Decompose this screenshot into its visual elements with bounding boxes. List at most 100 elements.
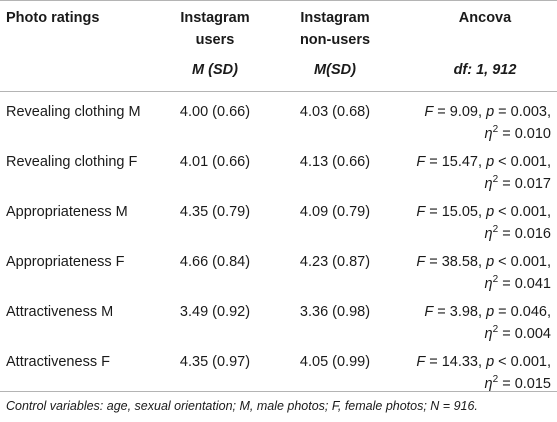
ancova-f-p: F = 9.09, p = 0.003, xyxy=(400,101,551,123)
p-operator: = xyxy=(498,104,507,120)
ancova-f-p: F = 38.58, p < 0.001, xyxy=(400,251,551,273)
p-value: 0.001 xyxy=(510,154,547,170)
header-photo-ratings: Photo ratings xyxy=(6,10,100,26)
eta-squared-exponent: 2 xyxy=(492,124,499,136)
comma-symbol: , xyxy=(478,204,483,220)
header-users-sub: M (SD) xyxy=(192,62,238,78)
p-value: 0.001 xyxy=(510,254,547,270)
header-instagram-users: Instagram users xyxy=(155,7,275,51)
nonusers-value: 4.23 (0.87) xyxy=(299,254,371,270)
row-label: Attractiveness M xyxy=(6,304,114,320)
bottom-rule xyxy=(0,391,557,392)
table-footnote: Control variables: age, sexual orientati… xyxy=(6,399,478,413)
eta-squared-exponent: 2 xyxy=(492,274,499,286)
ancova-eta: η2 = 0.041 xyxy=(400,273,551,295)
p-value: 0.001 xyxy=(510,204,547,220)
eta-symbol: η xyxy=(484,326,493,342)
p-value: 0.001 xyxy=(510,354,547,370)
nonusers-value: 4.05 (0.99) xyxy=(299,354,371,370)
ancova-eta: η2 = 0.016 xyxy=(400,223,551,245)
comma-symbol: , xyxy=(478,354,483,370)
ancova-stat: F = 38.58, p < 0.001, η2 = 0.041 xyxy=(400,251,551,295)
ancova-f-p: F = 15.47, p < 0.001, xyxy=(400,151,551,173)
equals-symbol: = xyxy=(502,376,511,392)
row-label: Appropriateness F xyxy=(6,254,125,270)
row-label: Revealing clothing M xyxy=(6,104,141,120)
eta-symbol: η xyxy=(484,376,493,392)
eta-value: 0.004 xyxy=(514,326,551,342)
comma-symbol: , xyxy=(546,354,551,370)
nonusers-value: 4.09 (0.79) xyxy=(299,204,371,220)
row-label: Appropriateness M xyxy=(6,204,128,220)
eta-symbol: η xyxy=(484,176,493,192)
header-ancova: Ancova xyxy=(458,10,512,26)
ancova-stat: F = 15.47, p < 0.001, η2 = 0.017 xyxy=(400,151,551,195)
ancova-stat: F = 15.05, p < 0.001, η2 = 0.016 xyxy=(400,201,551,245)
ancova-f-p: F = 3.98, p = 0.046, xyxy=(400,301,551,323)
ancova-f-p: F = 15.05, p < 0.001, xyxy=(400,201,551,223)
eta-value: 0.010 xyxy=(514,126,551,142)
row-label: Attractiveness F xyxy=(6,354,110,370)
equals-symbol: = xyxy=(429,154,438,170)
f-value: 3.98 xyxy=(449,304,478,320)
comma-symbol: , xyxy=(546,254,551,270)
eta-value: 0.041 xyxy=(514,276,551,292)
p-symbol: p xyxy=(486,104,495,120)
header-nonusers-sub: M(SD) xyxy=(314,62,356,78)
comma-symbol: , xyxy=(478,254,483,270)
f-symbol: F xyxy=(416,204,426,220)
p-symbol: p xyxy=(486,154,495,170)
f-symbol: F xyxy=(424,104,434,120)
equals-symbol: = xyxy=(502,326,511,342)
eta-squared-exponent: 2 xyxy=(492,324,499,336)
ancova-eta: η2 = 0.010 xyxy=(400,123,551,145)
eta-symbol: η xyxy=(484,226,493,242)
top-rule xyxy=(0,0,557,1)
header-nonusers-line1: Instagram xyxy=(300,10,370,26)
header-ancova-sub: df: 1, 912 xyxy=(453,62,517,78)
ancova-eta: η2 = 0.017 xyxy=(400,173,551,195)
ancova-eta: η2 = 0.004 xyxy=(400,323,551,345)
users-value: 4.00 (0.66) xyxy=(179,104,251,120)
comma-symbol: , xyxy=(546,304,551,320)
p-value: 0.003 xyxy=(510,104,547,120)
nonusers-value: 4.13 (0.66) xyxy=(299,154,371,170)
eta-squared-exponent: 2 xyxy=(492,224,499,236)
p-operator: < xyxy=(498,204,507,220)
p-operator: < xyxy=(498,354,507,370)
f-value: 15.05 xyxy=(441,204,478,220)
f-symbol: F xyxy=(416,354,426,370)
eta-symbol: η xyxy=(484,276,493,292)
header-rule xyxy=(0,91,557,92)
nonusers-value: 3.36 (0.98) xyxy=(299,304,371,320)
equals-symbol: = xyxy=(437,104,446,120)
header-users-line2: users xyxy=(195,32,235,48)
comma-symbol: , xyxy=(478,304,483,320)
p-operator: < xyxy=(498,254,507,270)
users-value: 3.49 (0.92) xyxy=(179,304,251,320)
header-nonusers-line2: non-users xyxy=(299,32,371,48)
ancova-stat: F = 9.09, p = 0.003, η2 = 0.010 xyxy=(400,101,551,145)
users-value: 4.35 (0.79) xyxy=(179,204,251,220)
header-instagram-nonusers: Instagram non-users xyxy=(275,7,395,51)
f-value: 9.09 xyxy=(449,104,478,120)
p-operator: < xyxy=(498,154,507,170)
comma-symbol: , xyxy=(478,154,483,170)
eta-squared-exponent: 2 xyxy=(492,174,499,186)
f-symbol: F xyxy=(416,254,426,270)
p-operator: = xyxy=(498,304,507,320)
f-value: 14.33 xyxy=(441,354,478,370)
equals-symbol: = xyxy=(502,226,511,242)
p-symbol: p xyxy=(486,304,495,320)
eta-symbol: η xyxy=(484,126,493,142)
p-value: 0.046 xyxy=(510,304,547,320)
nonusers-value: 4.03 (0.68) xyxy=(299,104,371,120)
comma-symbol: , xyxy=(546,204,551,220)
f-symbol: F xyxy=(424,304,434,320)
comma-symbol: , xyxy=(546,154,551,170)
users-value: 4.35 (0.97) xyxy=(179,354,251,370)
equals-symbol: = xyxy=(502,126,511,142)
comma-symbol: , xyxy=(478,104,483,120)
f-value: 38.58 xyxy=(441,254,478,270)
ancova-f-p: F = 14.33, p < 0.001, xyxy=(400,351,551,373)
